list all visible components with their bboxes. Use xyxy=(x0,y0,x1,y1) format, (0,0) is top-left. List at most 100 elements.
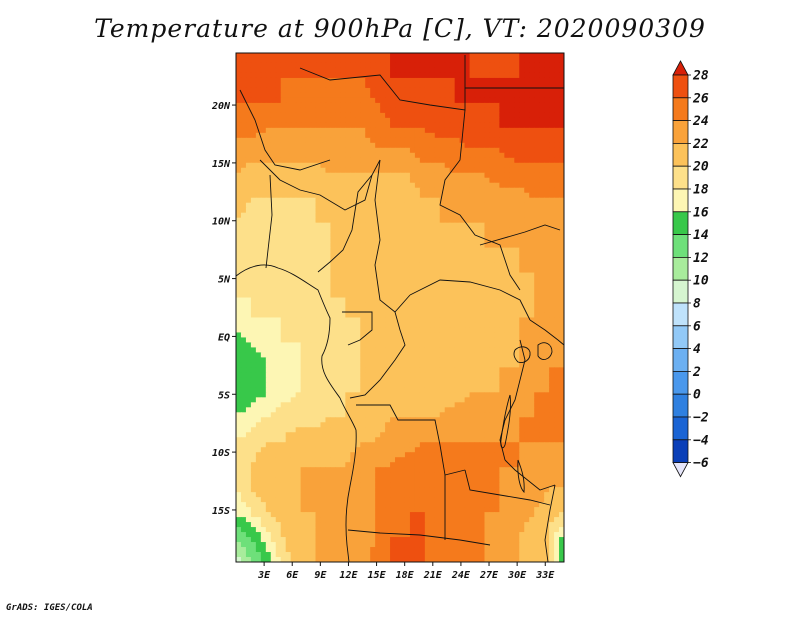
field-cell xyxy=(270,162,277,169)
field-cell xyxy=(305,322,312,329)
field-cell xyxy=(559,332,564,339)
field-cell xyxy=(529,367,535,373)
field-cell xyxy=(250,387,257,393)
field-cell xyxy=(365,107,371,114)
field-cell xyxy=(514,57,520,64)
field-cell xyxy=(529,372,535,378)
field-cell xyxy=(345,267,351,274)
field-cell xyxy=(464,102,471,109)
field-cell xyxy=(534,417,540,423)
field-cell xyxy=(335,112,341,119)
field-cell xyxy=(375,307,381,314)
field-cell xyxy=(494,147,500,154)
field-cell xyxy=(390,412,396,418)
field-cell xyxy=(409,392,416,398)
field-cell xyxy=(280,262,287,269)
field-cell xyxy=(409,387,416,393)
field-cell xyxy=(544,342,550,349)
field-cell xyxy=(449,217,456,224)
field-cell xyxy=(350,297,356,304)
field-cell xyxy=(300,287,307,294)
field-cell xyxy=(290,157,297,164)
field-cell xyxy=(310,422,317,428)
field-cell xyxy=(325,277,332,284)
field-cell xyxy=(459,367,466,373)
field-cell xyxy=(479,372,486,378)
field-cell xyxy=(429,217,436,224)
field-cell xyxy=(504,102,510,109)
field-cell xyxy=(449,67,456,74)
field-cell xyxy=(355,367,361,373)
field-cell xyxy=(265,107,272,114)
field-cell xyxy=(350,337,356,344)
field-cell xyxy=(365,112,371,119)
field-cell xyxy=(285,382,292,388)
field-cell xyxy=(295,142,302,149)
field-cell xyxy=(320,317,327,324)
field-cell xyxy=(424,382,431,388)
field-cell xyxy=(439,127,446,134)
field-cell xyxy=(534,367,540,373)
field-cell xyxy=(504,407,510,413)
field-cell xyxy=(335,312,341,319)
field-cell xyxy=(449,292,456,299)
field-cell xyxy=(360,407,366,413)
field-cell xyxy=(320,267,327,274)
field-cell xyxy=(270,57,277,64)
field-cell xyxy=(255,357,262,363)
field-cell xyxy=(285,347,292,354)
field-cell xyxy=(449,317,456,324)
field-cell xyxy=(554,372,560,378)
field-cell xyxy=(320,297,327,304)
field-cell xyxy=(310,387,317,393)
field-cell xyxy=(429,387,436,393)
field-cell xyxy=(504,327,510,334)
field-cell xyxy=(484,82,491,89)
field-cell xyxy=(355,127,361,134)
field-cell xyxy=(335,142,341,149)
field-cell xyxy=(524,222,530,229)
field-cell xyxy=(245,327,252,334)
field-cell xyxy=(290,277,297,284)
field-cell xyxy=(454,147,461,154)
field-cell xyxy=(504,292,510,299)
field-cell xyxy=(400,352,406,358)
field-cell xyxy=(434,382,441,388)
field-cell xyxy=(350,122,356,129)
field-cell xyxy=(444,147,451,154)
field-cell xyxy=(320,202,327,209)
field-cell xyxy=(260,53,267,59)
field-cell xyxy=(454,127,461,134)
field-cell xyxy=(494,182,500,189)
field-cell xyxy=(330,147,336,154)
field-cell xyxy=(454,417,461,423)
field-cell xyxy=(509,327,515,334)
field-cell xyxy=(404,112,411,119)
field-cell xyxy=(414,137,421,144)
field-cell xyxy=(449,297,456,304)
field-cell xyxy=(424,92,431,99)
field-cell xyxy=(240,172,247,179)
field-cell xyxy=(404,217,411,224)
field-cell xyxy=(554,127,560,134)
field-cell xyxy=(449,137,456,144)
field-cell xyxy=(320,82,327,89)
field-cell xyxy=(320,77,327,84)
field-cell xyxy=(529,157,535,164)
field-cell xyxy=(375,362,381,368)
field-cell xyxy=(340,287,346,294)
field-cell xyxy=(529,322,535,329)
field-cell xyxy=(310,182,317,189)
field-cell xyxy=(365,237,371,244)
field-cell xyxy=(355,337,361,344)
field-cell xyxy=(464,157,471,164)
field-cell xyxy=(479,322,486,329)
field-cell xyxy=(409,357,416,363)
field-cell xyxy=(385,212,391,219)
field-cell xyxy=(395,97,401,104)
field-cell xyxy=(499,137,505,144)
field-cell xyxy=(370,392,376,398)
field-cell xyxy=(390,97,396,104)
field-cell xyxy=(539,292,545,299)
field-cell xyxy=(285,282,292,289)
